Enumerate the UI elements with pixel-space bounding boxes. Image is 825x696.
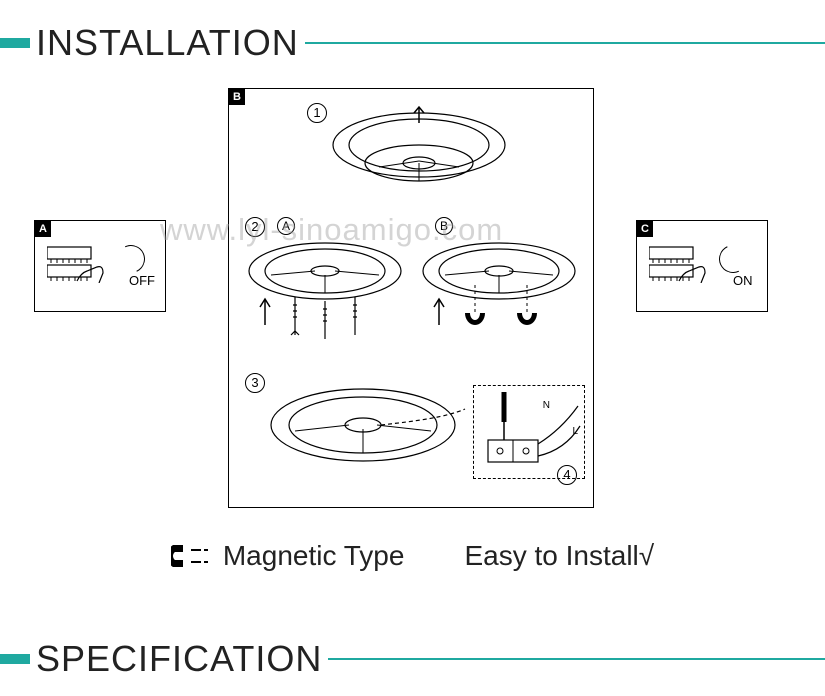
ceiling-module-icon bbox=[329, 105, 509, 195]
checkmark-icon: √ bbox=[639, 540, 654, 571]
section-title: SPECIFICATION bbox=[30, 638, 328, 680]
motion-arc-icon bbox=[715, 241, 751, 277]
panel-tag: C bbox=[637, 221, 653, 237]
accent-bar-left bbox=[0, 654, 30, 664]
caption-magnetic: Magnetic Type bbox=[171, 540, 405, 572]
section-header-specification: SPECIFICATION bbox=[0, 638, 825, 680]
mount-screws-icon bbox=[245, 235, 405, 355]
magnet-icon bbox=[171, 541, 209, 571]
caption-easy-text: Easy to Install bbox=[464, 540, 638, 571]
accent-bar-right bbox=[305, 42, 825, 44]
caption-easy: Easy to Install√ bbox=[464, 540, 654, 572]
panel-tag: A bbox=[35, 221, 51, 237]
step-letter: B bbox=[435, 217, 453, 235]
breaker-switch-icon bbox=[649, 243, 707, 283]
diagram-area: A OFF C bbox=[0, 80, 825, 520]
step-number: 3 bbox=[245, 373, 265, 393]
step-number: 2 bbox=[245, 217, 265, 237]
step-letter: A bbox=[277, 217, 295, 235]
mount-magnets-icon bbox=[419, 235, 579, 355]
switch-label-on: ON bbox=[733, 273, 753, 288]
accent-bar-left bbox=[0, 38, 30, 48]
panel-c-on: C ON bbox=[636, 220, 768, 312]
switch-label-off: OFF bbox=[129, 273, 155, 288]
step-number: 1 bbox=[307, 103, 327, 123]
motion-arc-icon bbox=[113, 241, 149, 277]
accent-bar-right bbox=[328, 658, 825, 660]
panel-b-steps: B 1 2 A B bbox=[228, 88, 594, 508]
wire-label-l: L bbox=[572, 426, 578, 437]
wiring-ring-icon bbox=[267, 377, 467, 487]
panel-a-off: A OFF bbox=[34, 220, 166, 312]
section-header-installation: INSTALLATION bbox=[0, 22, 825, 64]
breaker-switch-icon bbox=[47, 243, 105, 283]
caption-row: Magnetic Type Easy to Install√ bbox=[0, 540, 825, 572]
section-title: INSTALLATION bbox=[30, 22, 305, 64]
step-number: 4 bbox=[557, 465, 577, 485]
wire-label-n: N bbox=[543, 400, 550, 411]
panel-tag: B bbox=[229, 89, 245, 105]
caption-magnetic-text: Magnetic Type bbox=[223, 540, 405, 572]
